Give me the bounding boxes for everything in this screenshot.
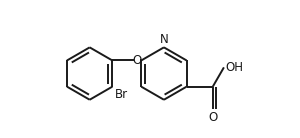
Text: O: O — [133, 54, 142, 67]
Text: Br: Br — [115, 88, 128, 101]
Text: OH: OH — [226, 61, 244, 74]
Text: N: N — [160, 33, 168, 46]
Text: O: O — [208, 111, 218, 124]
